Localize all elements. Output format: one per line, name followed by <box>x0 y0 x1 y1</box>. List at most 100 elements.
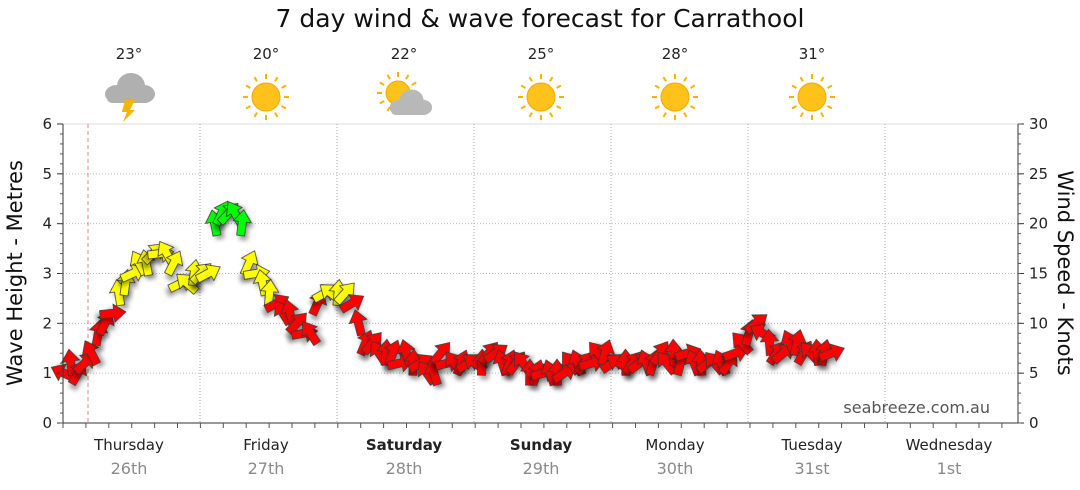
sun-ray <box>662 112 667 118</box>
sun-ray <box>528 76 533 82</box>
wind-arrow-shape <box>176 273 200 295</box>
wind-arrow <box>81 340 101 367</box>
left-tick-label: 3 <box>42 265 52 283</box>
temperature-label: 23° <box>116 45 143 63</box>
right-tick-label: 20 <box>1029 215 1048 233</box>
sun-disc <box>797 82 827 112</box>
chart-title: 7 day wind & wave forecast for Carrathoo… <box>275 4 805 33</box>
sun-ray <box>820 76 825 82</box>
wind-arrow-shape <box>482 344 508 364</box>
wind-arrow <box>338 294 365 314</box>
date-label: 31st <box>795 459 830 478</box>
date-label: 1st <box>937 459 962 478</box>
sun-ray <box>820 112 825 118</box>
wind-arrow-shape <box>333 282 355 306</box>
wind-arrow-shape <box>81 340 101 367</box>
sun-ray <box>411 81 417 86</box>
sun-ray <box>827 105 833 110</box>
sun-ray <box>799 76 804 82</box>
sun-ray <box>274 76 279 82</box>
sun-icon: 25° <box>518 45 564 120</box>
temperature-label: 31° <box>799 45 826 63</box>
right-tick-label: 0 <box>1029 414 1039 432</box>
wind-arrow-shape <box>818 343 845 362</box>
sun-ray <box>386 106 391 112</box>
sun-ray <box>281 105 287 110</box>
wind-arrow <box>348 309 368 337</box>
sun-icon: 20° <box>243 45 289 120</box>
wind-arrow <box>99 303 127 323</box>
sun-ray <box>245 105 251 110</box>
wind-arrow-shape <box>99 303 127 323</box>
right-tick-label: 15 <box>1029 265 1048 283</box>
sun-ray <box>683 76 688 82</box>
left-tick-label: 6 <box>42 115 52 133</box>
date-label: 29th <box>523 459 560 478</box>
sun-ray <box>654 105 660 110</box>
sun-cloud-icon: 22° <box>377 45 433 116</box>
right-axis-title: Wind Speed - Knots <box>1053 170 1077 375</box>
sun-ray <box>520 84 526 89</box>
sun-disc <box>251 82 281 112</box>
sun-ray <box>274 112 279 118</box>
right-tick-label: 25 <box>1029 165 1048 183</box>
wind-arrow <box>194 264 221 284</box>
right-tick-label: 10 <box>1029 314 1048 332</box>
wind-arrow <box>743 314 768 335</box>
sun-ray <box>253 76 258 82</box>
day-label: Friday <box>243 436 289 454</box>
temperature-label: 20° <box>253 45 280 63</box>
wind-arrow <box>164 250 184 277</box>
sun-ray <box>690 105 696 110</box>
date-label: 28th <box>386 459 423 478</box>
sun-ray <box>791 84 797 89</box>
sun-ray <box>549 76 554 82</box>
right-tick-label: 30 <box>1029 115 1048 133</box>
sun-ray <box>827 84 833 89</box>
temperature-label: 22° <box>391 45 418 63</box>
wind-arrow-shape <box>338 294 365 314</box>
wind-arrow <box>232 209 253 237</box>
sun-disc <box>526 82 556 112</box>
wind-arrows <box>50 200 845 387</box>
watermark: seabreeze.com.au <box>843 398 990 417</box>
sun-ray <box>549 112 554 118</box>
left-tick-label: 0 <box>42 414 52 432</box>
sun-ray <box>799 112 804 118</box>
sun-ray <box>528 112 533 118</box>
left-tick-label: 2 <box>42 314 52 332</box>
wind-arrow <box>176 273 200 295</box>
cloud-part <box>391 105 429 116</box>
sun-ray <box>379 100 385 105</box>
sun-ray <box>791 105 797 110</box>
sun-ray <box>556 84 562 89</box>
storm-cloud-icon: 23° <box>105 45 155 122</box>
day-label: Monday <box>645 436 704 454</box>
date-label: 26th <box>111 459 148 478</box>
wind-arrow-shape <box>194 264 221 284</box>
wind-arrow-shape <box>301 320 322 347</box>
day-label: Tuesday <box>780 436 842 454</box>
cloud-part <box>107 92 151 103</box>
day-label: Sunday <box>510 436 573 454</box>
sun-ray <box>245 84 251 89</box>
wind-arrow <box>818 343 845 362</box>
date-label: 27th <box>248 459 285 478</box>
left-tick-label: 1 <box>42 364 52 382</box>
wind-arrow-shape <box>743 314 768 335</box>
sun-ray <box>379 81 385 86</box>
wind-arrow-shape <box>164 250 184 277</box>
sun-ray <box>405 74 410 80</box>
sun-icon: 28° <box>652 45 698 120</box>
wind-arrow <box>482 344 508 364</box>
sun-ray <box>386 74 391 80</box>
sun-ray <box>281 84 287 89</box>
left-tick-label: 4 <box>42 215 52 233</box>
sun-icon: 31° <box>789 45 835 120</box>
day-label: Wednesday <box>906 436 993 454</box>
left-axis-title: Wave Height - Metres <box>3 160 27 386</box>
left-tick-label: 5 <box>42 165 52 183</box>
sun-ray <box>662 76 667 82</box>
day-label: Saturday <box>366 436 443 454</box>
